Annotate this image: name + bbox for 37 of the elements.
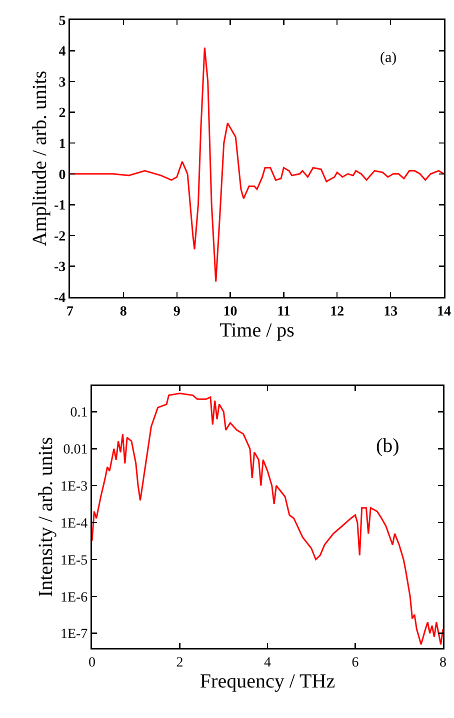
y-tick-label: 1E-6 (60, 590, 88, 606)
line-series (70, 46, 444, 282)
x-axis-title: Time / ps (220, 319, 295, 342)
y-tick-label: 2 (58, 106, 66, 122)
annotation: (b) (376, 435, 400, 457)
y-tick-label: -2 (54, 229, 66, 244)
y-axis-title: Intensity / arb. units (35, 436, 58, 597)
x-tick-label: 2 (176, 655, 184, 670)
y-tick-label: -4 (54, 290, 66, 306)
x-tick-label: 14 (437, 304, 451, 320)
y-tick-label: -3 (54, 260, 66, 276)
x-tick-label: 8 (440, 655, 446, 670)
y-tick-label: 1E-3 (60, 480, 88, 495)
line-series (92, 392, 443, 646)
y-tick-label: 0 (58, 168, 66, 183)
y-tick-label: -1 (54, 198, 66, 214)
x-tick-label: 6 (352, 655, 359, 670)
x-tick-label: 8 (120, 304, 127, 320)
x-tick-label: 4 (264, 655, 271, 670)
x-tick-label: 11 (277, 304, 290, 320)
y-tick-label: 0.1 (70, 406, 88, 421)
y-tick-label: 5 (58, 14, 66, 29)
y-tick-label: 3 (58, 75, 66, 90)
y-tick-label: 4 (58, 44, 66, 60)
y-tick-label: 1E-7 (60, 627, 88, 642)
x-tick-label: 9 (173, 304, 180, 320)
x-tick-label: 7 (66, 304, 74, 320)
y-tick-label: 1E-5 (60, 553, 88, 568)
x-axis-title: Frequency / THz (200, 670, 336, 692)
y-tick-label: 1 (58, 137, 66, 152)
annotation: (a) (380, 50, 397, 66)
y-tick-label: 1E-4 (60, 516, 88, 532)
y-axis-title: Amplitude / arb. units (28, 70, 51, 246)
y-tick-label: 0.01 (63, 442, 88, 458)
x-tick-label: 13 (384, 304, 398, 320)
x-tick-label: 12 (330, 304, 344, 320)
x-tick-label: 10 (223, 304, 238, 320)
